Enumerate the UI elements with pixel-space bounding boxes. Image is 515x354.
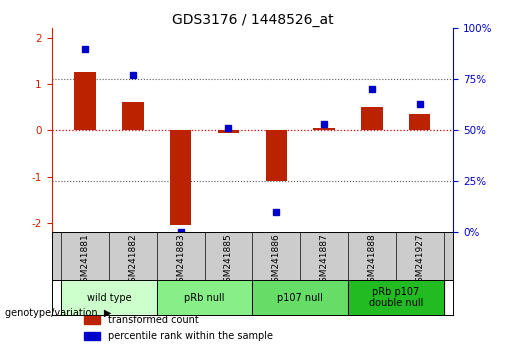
Bar [218, 130, 239, 133]
Text: pRb p107
double null: pRb p107 double null [369, 287, 423, 308]
Bar [409, 114, 431, 130]
Text: genotype/variation  ▶: genotype/variation ▶ [5, 308, 112, 318]
Bar [83, 332, 100, 339]
Bar [266, 130, 287, 181]
Text: GSM241927: GSM241927 [415, 234, 424, 288]
Title: GDS3176 / 1448526_at: GDS3176 / 1448526_at [171, 13, 333, 27]
Text: GSM241886: GSM241886 [272, 234, 281, 289]
Bar [122, 102, 144, 130]
Bar [83, 316, 100, 324]
Bar [170, 130, 192, 225]
Text: wild type: wild type [87, 292, 131, 303]
Bar [61, 280, 157, 315]
Bar [361, 107, 383, 130]
Bar [348, 280, 443, 315]
Text: GSM241887: GSM241887 [320, 234, 329, 289]
Text: GSM241883: GSM241883 [176, 234, 185, 289]
Text: pRb null: pRb null [184, 292, 225, 303]
Text: transformed count: transformed count [108, 315, 198, 325]
Text: GSM241881: GSM241881 [80, 234, 90, 289]
Bar [313, 128, 335, 130]
Bar [252, 280, 348, 315]
Text: p107 null: p107 null [277, 292, 323, 303]
Bar [157, 280, 252, 315]
Text: GSM241882: GSM241882 [128, 234, 138, 288]
Text: GSM241885: GSM241885 [224, 234, 233, 289]
Text: percentile rank within the sample: percentile rank within the sample [108, 331, 273, 341]
Text: GSM241888: GSM241888 [367, 234, 376, 289]
Bar [74, 72, 96, 130]
